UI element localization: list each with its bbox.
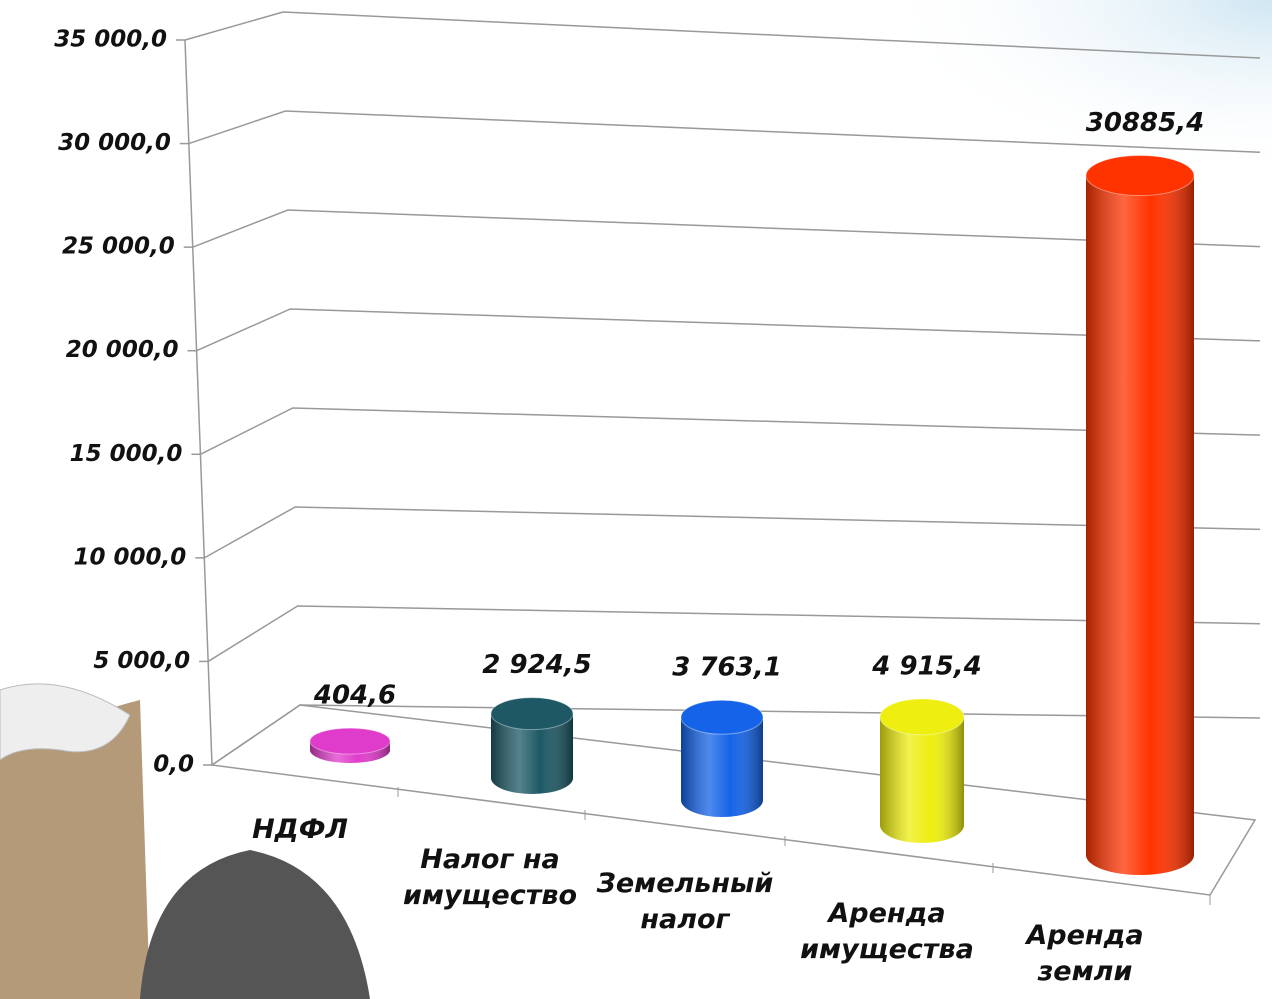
grid-line <box>200 407 1261 455</box>
decoration-bags <box>0 700 150 999</box>
x-tick-label: Налог на имущество <box>402 844 578 911</box>
y-tick-label: 0,0 <box>153 752 194 778</box>
bar-shade <box>880 716 964 825</box>
bar-top <box>680 699 764 735</box>
y-tick-label: 5 000,0 <box>93 648 190 674</box>
y-tick-label: 25 000,0 <box>62 234 175 260</box>
bars: 404,6 2 924,5 3 763,1 4 915,4 30885,4 <box>309 108 1204 875</box>
x-tick-label: Аренда имущества <box>800 898 974 965</box>
x-tick-label: НДФЛ <box>252 814 348 845</box>
floor <box>209 704 1257 896</box>
value-label: 3 763,1 <box>672 653 781 683</box>
bar-top <box>309 727 391 755</box>
y-axis <box>184 39 213 766</box>
grid-line <box>184 11 1261 59</box>
grid-line <box>188 110 1261 154</box>
y-tick-label: 30 000,0 <box>58 130 171 156</box>
x-tick-label: Аренда земли <box>1026 920 1144 987</box>
value-label: 404,6 <box>313 681 396 711</box>
y-tick-label: 35 000,0 <box>54 27 167 53</box>
bar-top <box>1085 155 1195 197</box>
grid-line <box>192 209 1261 248</box>
decoration-weight <box>140 850 370 999</box>
y-tick-label: 10 000,0 <box>74 544 187 570</box>
grid-line <box>207 605 1261 663</box>
bar-shade <box>1086 175 1194 856</box>
bar-top <box>490 697 574 731</box>
value-label: 2 924,5 <box>482 650 591 680</box>
y-tick-label: 15 000,0 <box>70 441 183 467</box>
bar-top <box>879 698 965 736</box>
value-label: 30885,4 <box>1086 108 1204 138</box>
decoration-hand <box>0 683 131 761</box>
grid-line <box>203 506 1261 559</box>
grid: 0,0 5 000,0 10 000,0 15 000,0 20 000,0 25 000… <box>54 11 1261 905</box>
grid-line <box>196 308 1261 352</box>
y-tick-label: 20 000,0 <box>66 337 179 363</box>
x-tick-label: Земельный налог <box>596 868 774 935</box>
value-label: 4 915,4 <box>871 651 981 681</box>
